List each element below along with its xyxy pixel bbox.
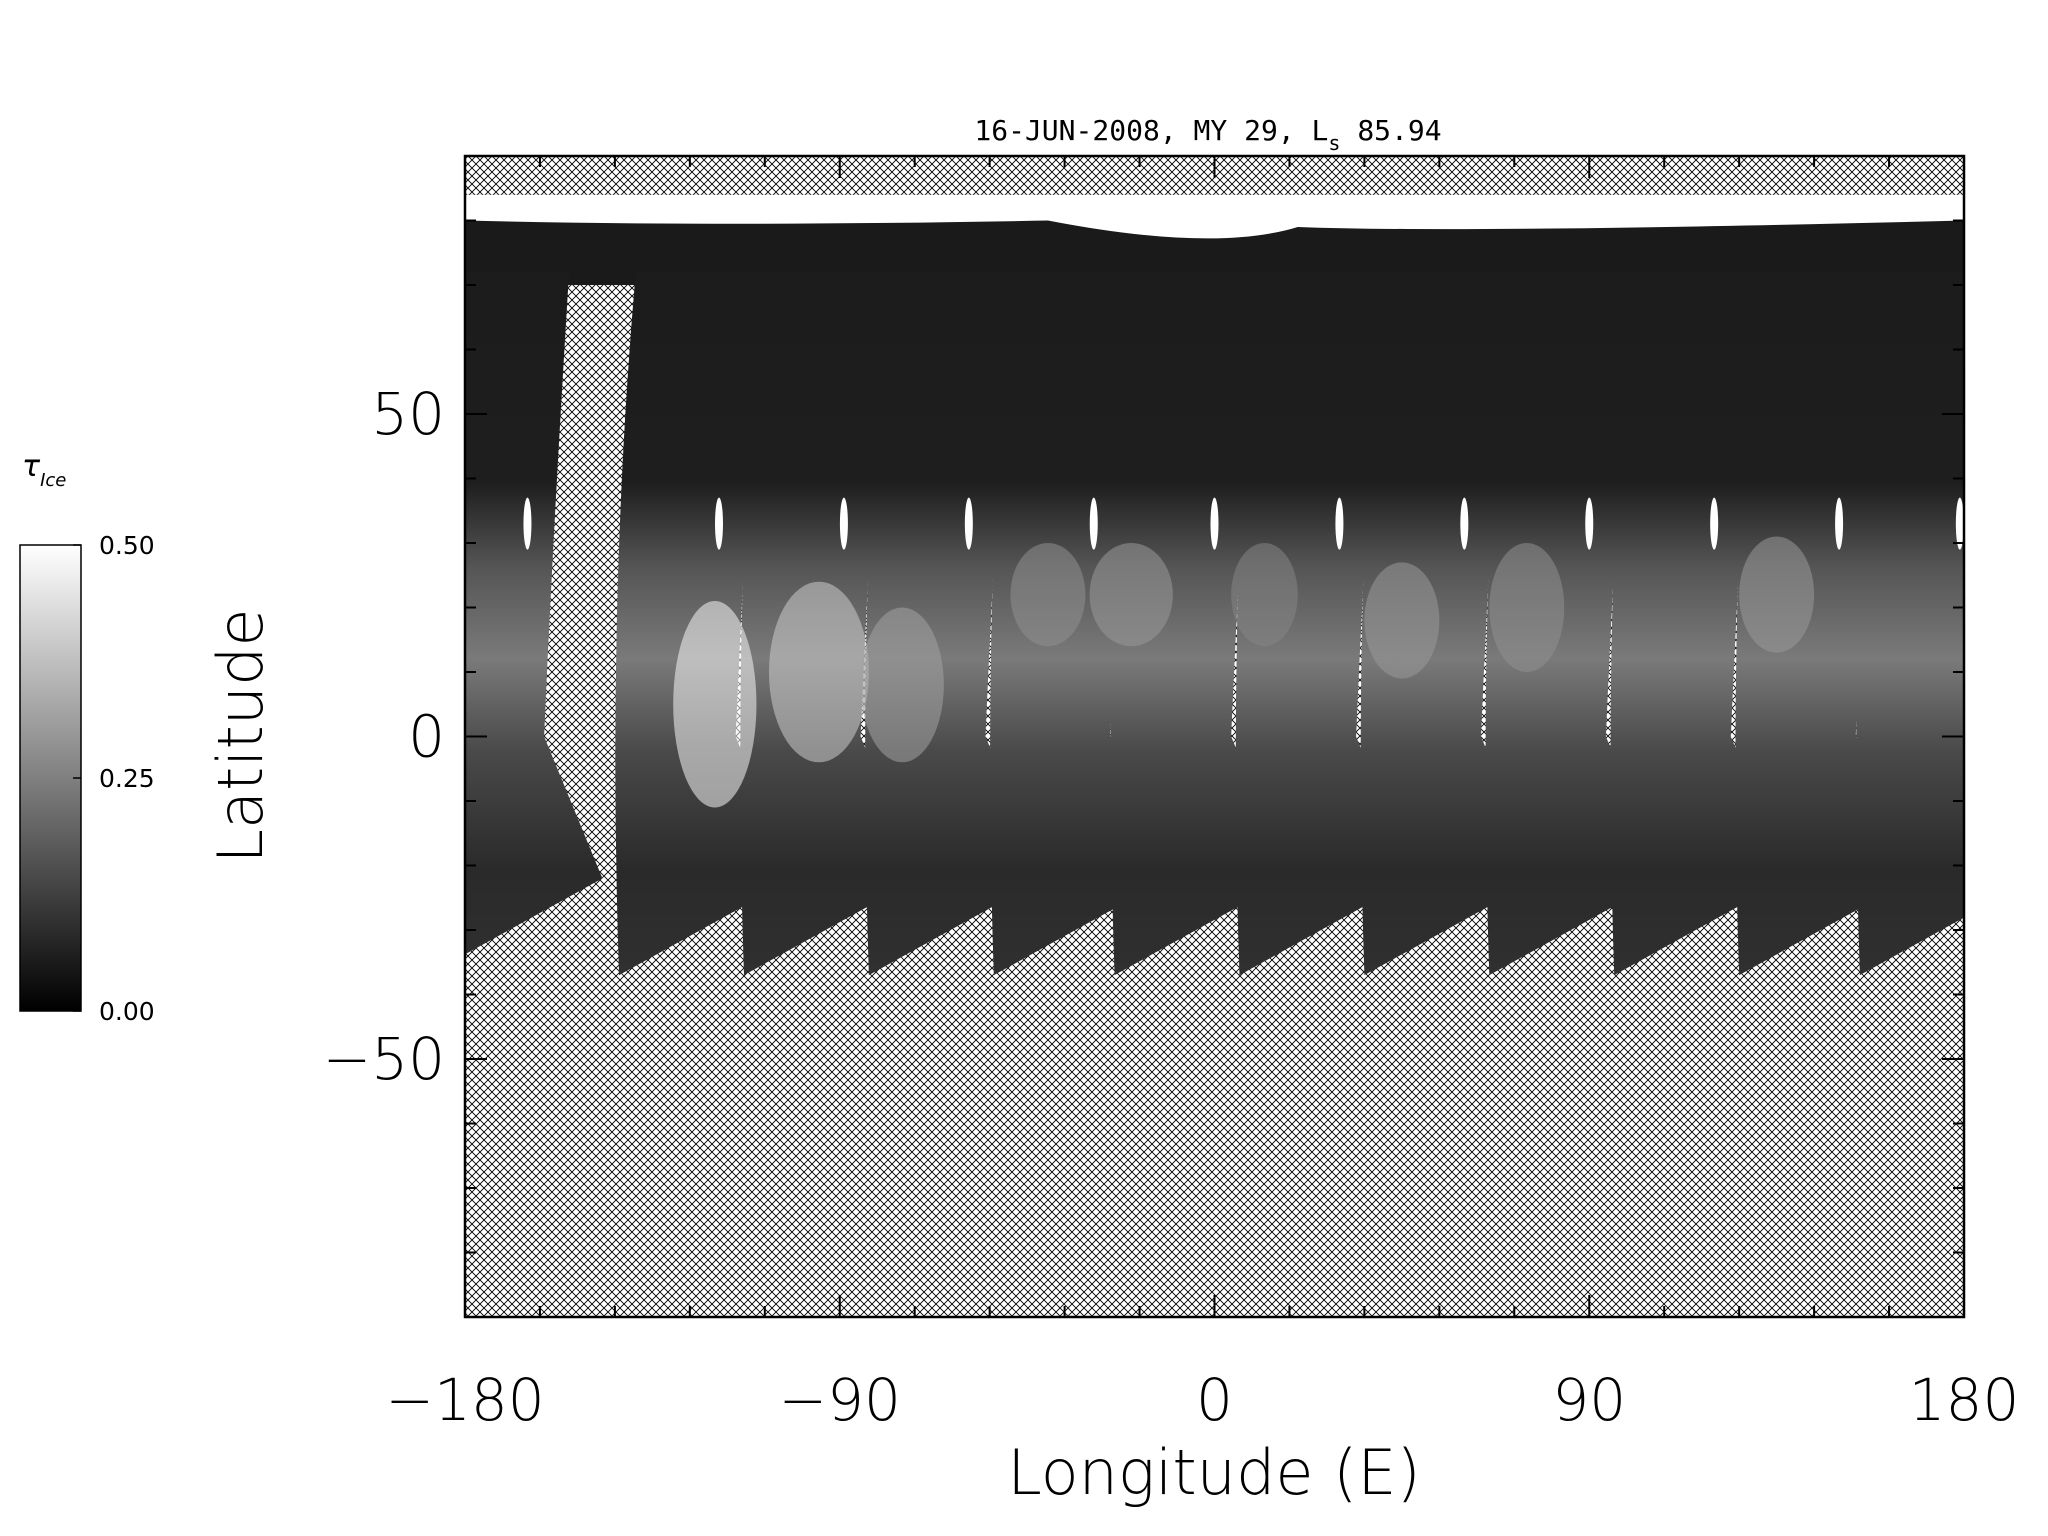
colorbar-tick-label: 0.50 — [99, 531, 155, 560]
swath-gap — [1210, 497, 1219, 550]
chart-title: 16-JUN-2008, MY 29, Ls 85.94 — [974, 114, 1441, 155]
swath-gap — [839, 497, 848, 550]
cloud-patch — [1489, 543, 1565, 672]
title-ls-value: 85.94 — [1357, 114, 1441, 147]
title-mars-year: MY 29 — [1194, 114, 1278, 147]
cloud-patch — [768, 581, 869, 763]
y-axis-ticks — [465, 219, 1964, 1254]
y-axis-label: Latitude — [204, 608, 277, 863]
colorbar-tick-label: 0.00 — [99, 997, 155, 1026]
y-tick-label: 0 — [408, 703, 445, 771]
x-tick-label: 180 — [1909, 1366, 2020, 1434]
north-polar-cap — [465, 194, 1964, 239]
y-tick-label: 50 — [371, 380, 445, 448]
orbit-swath — [465, 272, 603, 955]
colorbar-label: τIce — [22, 449, 66, 491]
title-ls-subscript: s — [1328, 131, 1340, 155]
cloud-patch — [673, 601, 757, 808]
colorbar-ticks: 0.50 0.25 0.00 — [73, 531, 155, 1026]
x-axis-tick-labels: −180 −90 0 90 180 — [385, 1366, 2019, 1434]
swath-gap — [1835, 497, 1844, 550]
title-ls: L — [1312, 114, 1329, 147]
cloud-patch — [860, 607, 944, 763]
colorbar-gradient — [19, 544, 82, 1012]
swath-gap — [1089, 497, 1098, 550]
orbit-swath — [1856, 272, 1964, 976]
ice-opacity-map — [465, 156, 1964, 976]
x-axis-label: Longitude (E) — [1007, 1436, 1420, 1509]
swath-gap — [1710, 497, 1719, 550]
x-axis-ticks — [464, 156, 1965, 1317]
x-tick-label: −180 — [385, 1366, 544, 1434]
swath-gap — [1460, 497, 1469, 550]
cloud-patch — [1231, 543, 1298, 647]
swath-gap — [964, 497, 973, 550]
cloud-patch — [1364, 562, 1440, 679]
colorbar-label-symbol: τ — [22, 449, 41, 484]
swath-gap — [523, 497, 532, 550]
cloud-patch — [1739, 536, 1815, 653]
swath-gap — [1585, 497, 1594, 550]
y-tick-label: −50 — [323, 1025, 445, 1093]
cloud-patch — [1089, 543, 1173, 647]
swath-gap — [1335, 497, 1344, 550]
swath-gap — [1955, 497, 1964, 550]
cloud-patch — [1010, 543, 1086, 647]
colorbar: τIce 0.50 0.25 0.00 — [19, 449, 155, 1026]
title-date: 16-JUN-2008 — [974, 114, 1159, 147]
colorbar-tick-label: 0.25 — [99, 764, 155, 793]
colorbar-label-subscript: Ice — [40, 470, 66, 491]
x-tick-label: −90 — [779, 1366, 901, 1434]
swath-gap — [714, 497, 723, 550]
y-axis-tick-labels: 50 0 −50 — [323, 380, 445, 1093]
x-tick-label: 90 — [1552, 1366, 1626, 1434]
x-tick-label: 0 — [1196, 1366, 1233, 1434]
